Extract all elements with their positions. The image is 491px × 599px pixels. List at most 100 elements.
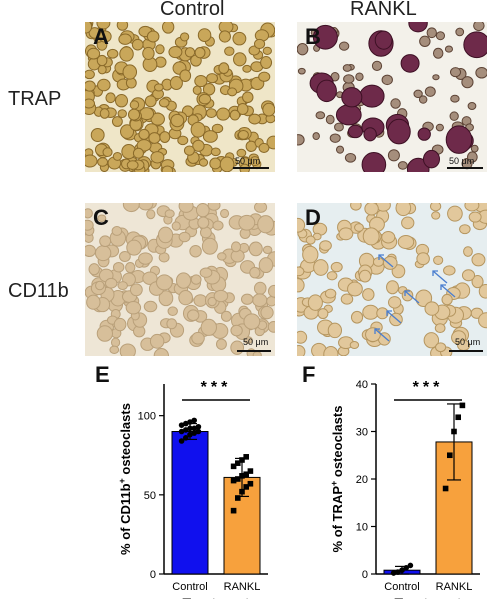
trap-stained-cell bbox=[262, 46, 272, 55]
data-point bbox=[183, 435, 189, 441]
cd11b-stained-cell bbox=[258, 257, 274, 274]
cd11b-stained-cell bbox=[85, 208, 93, 219]
cd11b-stained-cell bbox=[252, 293, 268, 308]
cd11b-stained-cell bbox=[297, 266, 305, 277]
scale-text-c: 50 μm bbox=[243, 337, 269, 347]
cd11b-stained-cell bbox=[86, 294, 101, 310]
trap-stained-cell bbox=[355, 72, 364, 81]
trap-stained-cell bbox=[312, 132, 320, 141]
cd11b-stained-cell bbox=[434, 323, 446, 334]
cd11b-stained-cell bbox=[324, 288, 337, 299]
cd11b-stained-cell bbox=[323, 345, 339, 356]
cd11b-stained-cell bbox=[326, 271, 338, 281]
significance-stars: *** bbox=[413, 379, 444, 396]
micrograph-panel-a: A 50 μm bbox=[85, 22, 275, 172]
trap-stained-cell bbox=[194, 75, 208, 88]
trap-stained-cell bbox=[85, 69, 95, 80]
trap-stained-cell bbox=[335, 145, 345, 154]
trap-stained-cell bbox=[342, 64, 352, 72]
trap-stained-cell bbox=[105, 92, 116, 104]
cd11b-stained-cell bbox=[143, 300, 158, 313]
trap-stained-cell bbox=[253, 38, 266, 50]
arrow-annotation bbox=[386, 310, 402, 324]
data-point bbox=[243, 471, 249, 478]
y-tick-label: 30 bbox=[356, 427, 368, 439]
trap-stained-cell bbox=[297, 42, 309, 56]
trap-stained-cell bbox=[179, 69, 192, 83]
data-point bbox=[178, 422, 185, 428]
cd11b-stained-cell bbox=[297, 217, 306, 233]
y-tick-label: 0 bbox=[362, 569, 368, 581]
trap-positive-osteoclast bbox=[316, 79, 337, 103]
trap-positive-osteoclast bbox=[312, 24, 338, 50]
bar-control bbox=[171, 431, 209, 575]
trap-stained-cell bbox=[190, 121, 206, 138]
trap-stained-cell bbox=[343, 74, 355, 84]
cd11b-stained-cell bbox=[129, 283, 143, 297]
cd11b-stained-cell bbox=[146, 209, 156, 220]
data-point bbox=[230, 477, 237, 484]
cd11b-stained-cell bbox=[197, 216, 210, 229]
trap-stained-cell bbox=[126, 160, 139, 170]
cd11b-stained-cell bbox=[199, 267, 213, 278]
trap-stained-cell bbox=[85, 154, 98, 168]
trap-stained-cell bbox=[111, 116, 123, 127]
data-point bbox=[247, 480, 254, 487]
cd11b-stained-cell bbox=[461, 269, 476, 282]
y-axis-label: % of TRAP+ osteoclasts bbox=[329, 406, 345, 553]
cd11b-stained-cell bbox=[215, 338, 227, 350]
data-point bbox=[195, 428, 202, 435]
trap-stained-cell bbox=[169, 76, 183, 91]
trap-stained-cell bbox=[159, 131, 171, 143]
trap-stained-cell bbox=[242, 91, 254, 104]
cd11b-stained-cell bbox=[338, 227, 354, 241]
cd11b-stained-cell bbox=[340, 293, 354, 305]
trap-stained-cell bbox=[387, 149, 400, 162]
trap-stained-cell bbox=[99, 108, 110, 119]
cd11b-stained-cell bbox=[137, 203, 154, 211]
cd11b-stained-cell bbox=[395, 203, 412, 217]
trap-positive-osteoclast bbox=[463, 31, 487, 59]
cd11b-stained-cell bbox=[117, 281, 128, 291]
data-point bbox=[191, 430, 197, 436]
trap-positive-osteoclast bbox=[359, 84, 385, 108]
trap-stained-cell bbox=[426, 27, 437, 39]
trap-stained-cell bbox=[138, 128, 150, 140]
trap-stained-cell bbox=[96, 54, 108, 67]
arrow-head bbox=[404, 290, 410, 296]
trap-stained-cell bbox=[237, 129, 249, 140]
cd11b-stained-cell bbox=[443, 265, 456, 276]
cd11b-stained-cell bbox=[109, 345, 120, 354]
trap-stained-cell bbox=[211, 123, 224, 134]
trap-stained-cell bbox=[112, 152, 123, 161]
cd11b-stained-cell bbox=[441, 293, 453, 306]
cd11b-stained-cell bbox=[88, 263, 100, 276]
trap-stained-cell bbox=[146, 30, 160, 43]
trap-stained-cell bbox=[154, 83, 164, 92]
arrow-annotation bbox=[432, 270, 448, 284]
trap-stained-cell bbox=[248, 113, 261, 125]
trap-stained-cell bbox=[206, 73, 219, 84]
cd11b-stained-cell bbox=[257, 215, 275, 234]
trap-control-cells bbox=[85, 22, 275, 172]
arrow-annotation bbox=[404, 290, 420, 304]
data-point bbox=[459, 402, 466, 409]
trap-stained-cell bbox=[85, 98, 96, 109]
trap-positive-osteoclast bbox=[445, 125, 473, 154]
trap-stained-cell bbox=[413, 89, 423, 99]
cd11b-stained-cell bbox=[471, 275, 484, 289]
cd11b-stained-cell bbox=[119, 343, 136, 356]
trap-positive-osteoclast bbox=[374, 30, 393, 50]
trap-stained-cell bbox=[88, 27, 101, 39]
cd11b-stained-cell bbox=[305, 235, 316, 245]
cd11b-stained-cell bbox=[364, 203, 379, 216]
cd11b-stained-cell bbox=[262, 245, 273, 255]
cd11b-stained-cell bbox=[212, 220, 224, 231]
trap-stained-cell bbox=[455, 27, 465, 37]
micrograph-panel-b: B 50 μm bbox=[297, 22, 487, 172]
cd11b-stained-cell bbox=[330, 261, 343, 273]
trap-stained-cell bbox=[236, 148, 247, 158]
cd11b-stained-cell bbox=[478, 283, 487, 299]
trap-stained-cell bbox=[233, 52, 247, 67]
cd11b-stained-cell bbox=[266, 295, 275, 307]
